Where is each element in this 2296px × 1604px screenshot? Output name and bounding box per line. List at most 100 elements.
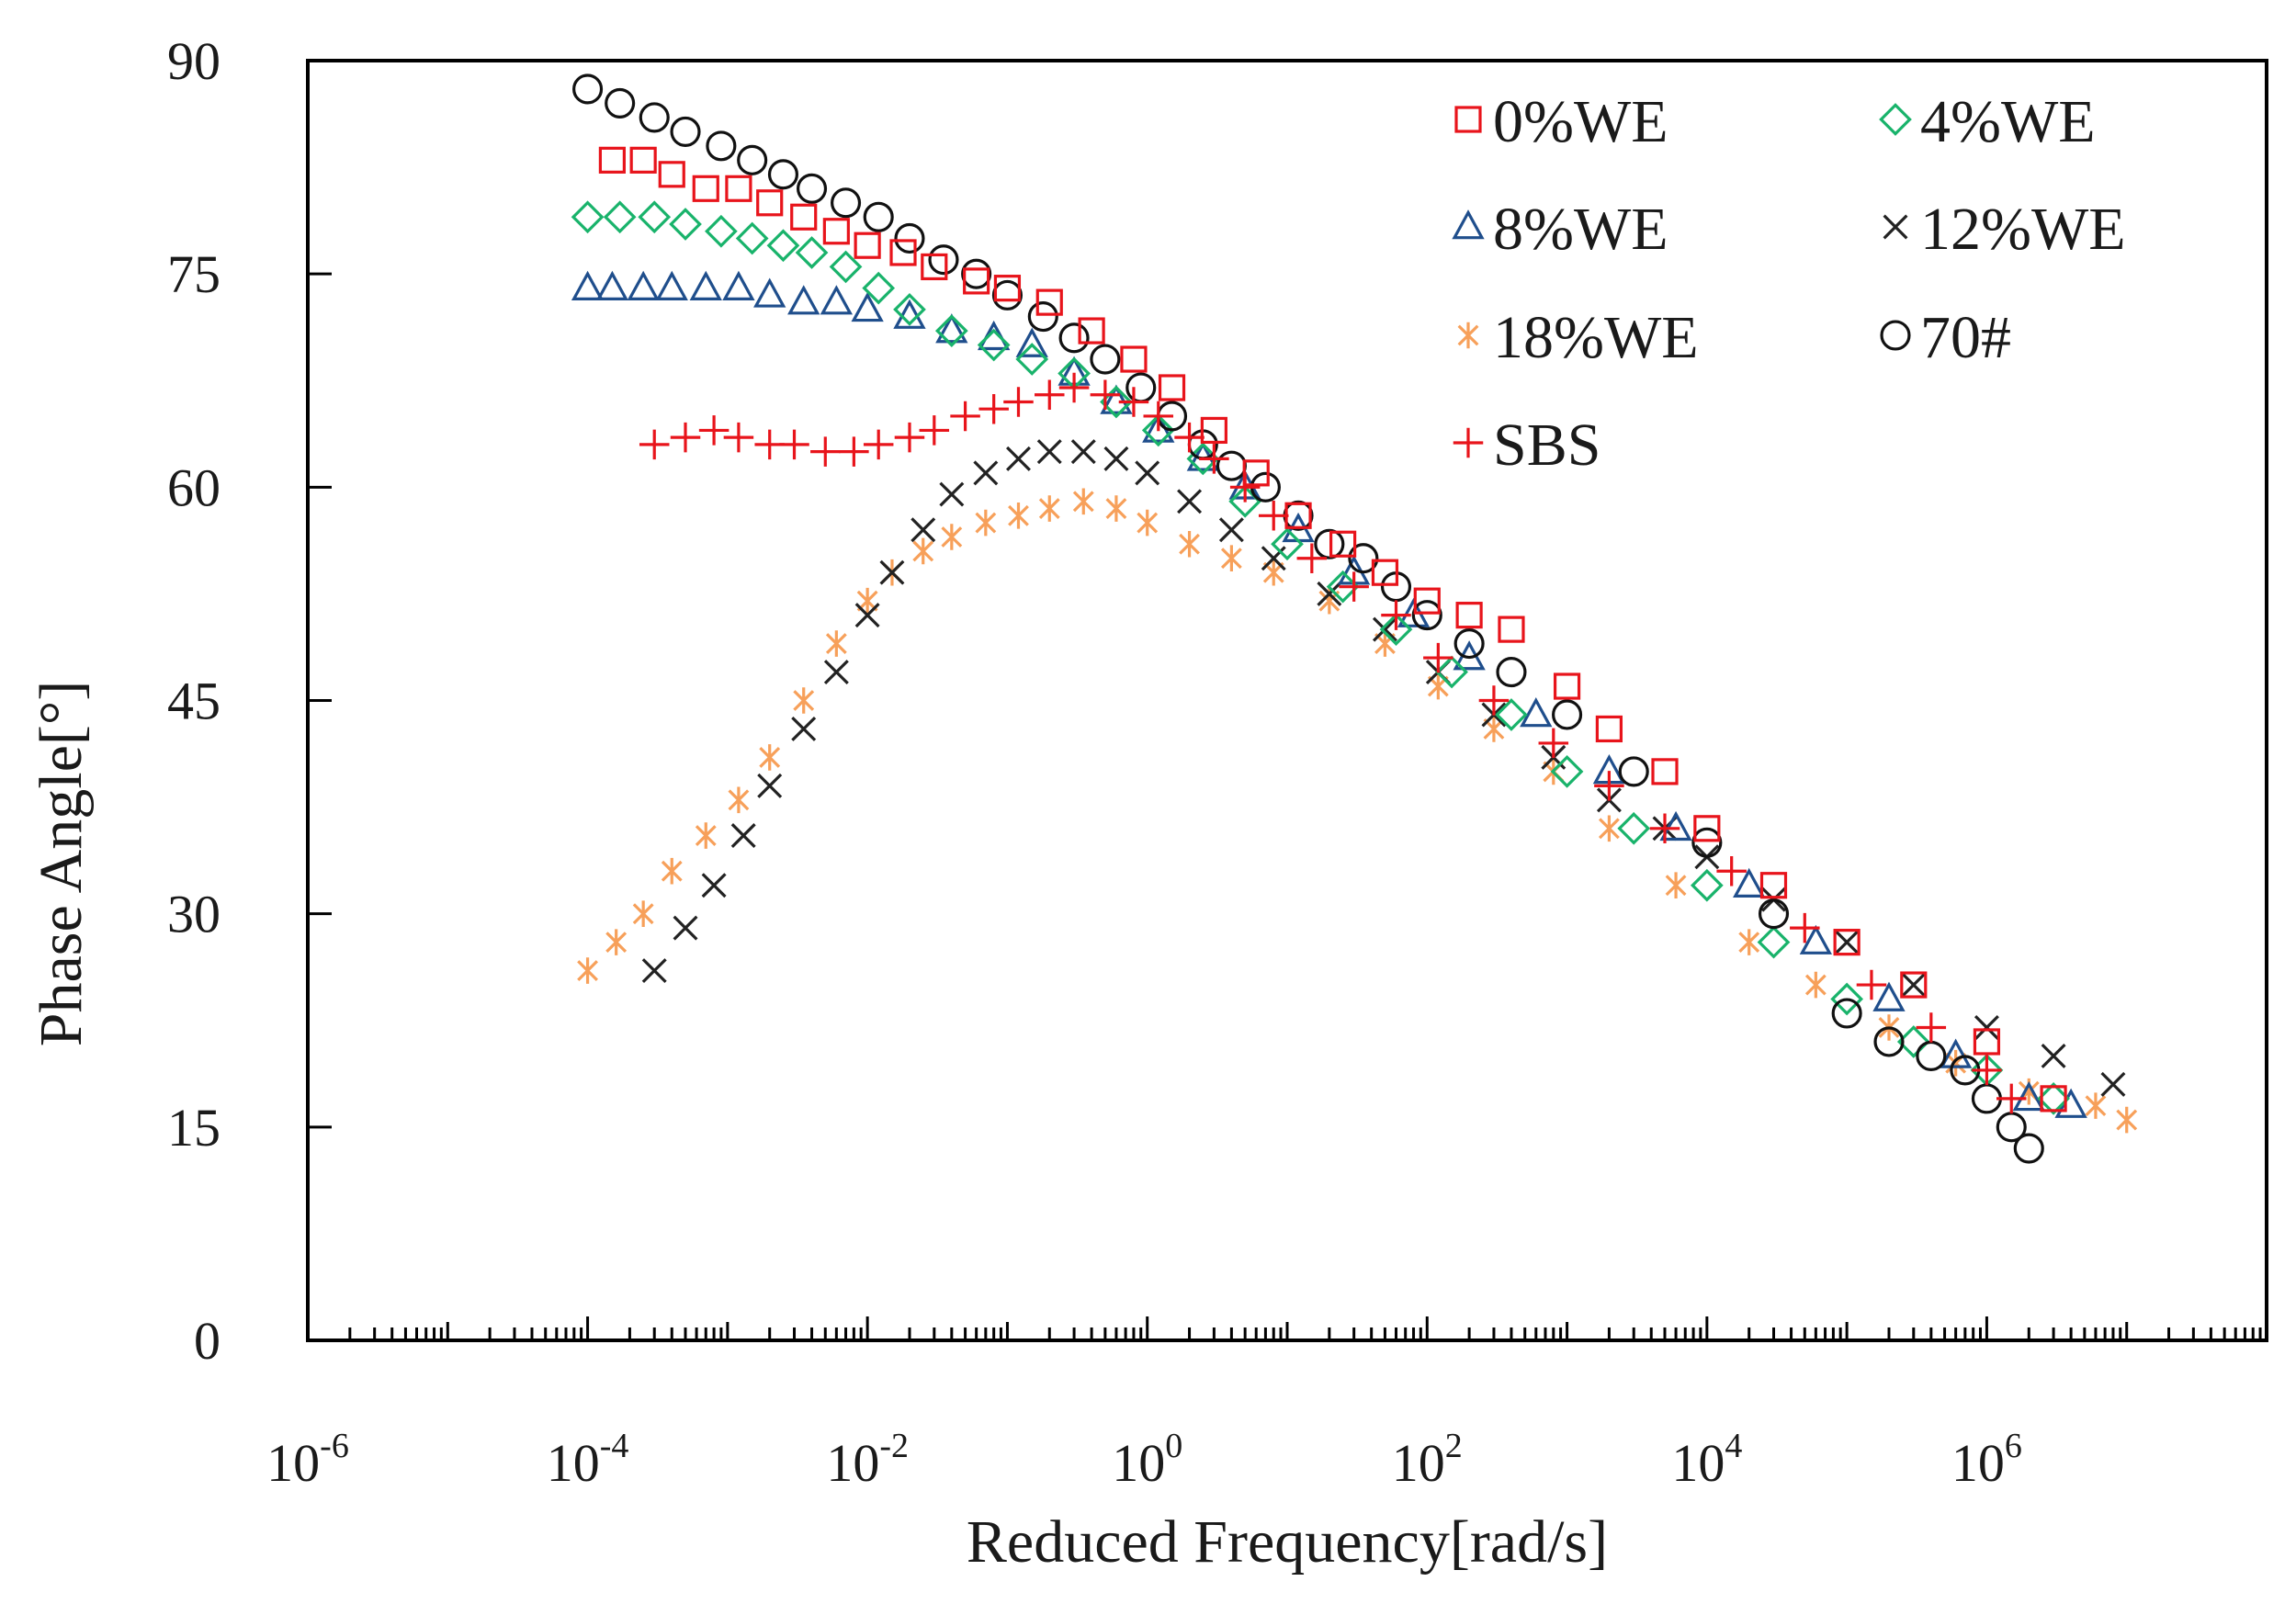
legend-marker <box>1453 427 1484 458</box>
point-0%WE <box>822 218 850 245</box>
point-4%WE <box>893 292 926 326</box>
point-18%WE <box>759 744 781 771</box>
point-0%WE <box>1759 872 1788 899</box>
point-SBS <box>1716 855 1747 887</box>
point-0%WE <box>854 232 881 259</box>
point-0%WE <box>2040 1085 2067 1113</box>
point-18%WE <box>975 509 997 537</box>
point-18%WE <box>1137 509 1159 537</box>
point-12%WE <box>641 958 667 984</box>
point-8%WE <box>851 291 884 322</box>
series-0%WE <box>598 146 2067 1113</box>
point-18%WE <box>632 900 654 927</box>
point-70# <box>737 144 768 175</box>
point-SBS <box>639 429 670 460</box>
legend-marker <box>1457 322 1479 349</box>
point-8%WE <box>627 270 660 300</box>
point-8%WE <box>753 277 786 308</box>
point-4%WE <box>977 328 1011 362</box>
y-tick-label: 15 <box>167 1098 221 1158</box>
point-18%WE <box>1179 530 1200 558</box>
point-12%WE <box>910 517 936 543</box>
point-0%WE <box>725 175 752 202</box>
point-18%WE <box>661 857 683 885</box>
point-70# <box>1691 827 1723 858</box>
point-12%WE <box>1974 1015 1999 1040</box>
legend-label: 4%WE <box>1920 88 2096 155</box>
y-tick-label: 0 <box>194 1311 221 1371</box>
point-70# <box>831 187 862 219</box>
y-tick-label: 60 <box>167 457 221 517</box>
point-12%WE <box>854 603 880 628</box>
point-8%WE <box>893 299 926 329</box>
y-tick-label: 30 <box>167 885 221 944</box>
point-SBS <box>1090 379 1121 410</box>
point-8%WE <box>1520 697 1553 728</box>
point-70# <box>796 173 828 204</box>
point-12%WE <box>879 559 905 585</box>
point-8%WE <box>1939 1038 1973 1068</box>
point-18%WE <box>1598 815 1620 842</box>
point-0%WE <box>629 146 657 174</box>
point-0%WE <box>598 146 626 174</box>
legend-label: 12%WE <box>1920 196 2126 263</box>
point-12%WE <box>791 716 817 741</box>
point-4%WE <box>1141 413 1175 447</box>
point-4%WE <box>1100 385 1133 419</box>
point-0%WE <box>921 253 948 281</box>
point-70# <box>1314 528 1345 559</box>
point-0%WE <box>1553 672 1581 700</box>
legend-item: 70# <box>1880 304 2011 371</box>
point-SBS <box>1972 1055 2002 1086</box>
point-4%WE <box>795 236 829 269</box>
x-tick-base: 10 <box>1671 1433 1725 1493</box>
point-SBS <box>1058 372 1090 403</box>
point-0%WE <box>1329 530 1357 558</box>
legend-item: SBS <box>1453 412 1600 479</box>
point-4%WE <box>571 200 605 234</box>
y-tick-label: 90 <box>167 31 221 91</box>
point-70# <box>1348 543 1379 574</box>
point-12%WE <box>1135 460 1160 486</box>
point-8%WE <box>1733 867 1766 898</box>
point-70# <box>670 116 701 147</box>
point-SBS <box>1339 571 1369 602</box>
point-12%WE <box>1218 517 1244 543</box>
point-8%WE <box>1659 810 1692 842</box>
point-SBS <box>1916 1012 1947 1043</box>
x-tick-exponent: -4 <box>600 1427 629 1465</box>
point-18%WE <box>1105 495 1127 522</box>
y-tick-label: 45 <box>167 672 221 731</box>
series-4%WE <box>571 200 2070 1115</box>
point-70# <box>1758 898 1790 930</box>
point-SBS <box>1035 379 1065 410</box>
x-tick-label: 104 <box>1671 1427 1742 1493</box>
point-18%WE <box>1038 495 1060 522</box>
x-tick-label: 106 <box>1951 1427 2022 1493</box>
point-4%WE <box>638 200 672 234</box>
legend-marker <box>1454 106 1482 133</box>
legend-item: 4%WE <box>1879 88 2096 155</box>
point-SBS <box>894 422 925 453</box>
point-0%WE <box>889 239 917 266</box>
point-12%WE <box>1372 616 1397 642</box>
point-70# <box>1058 322 1090 354</box>
point-12%WE <box>1901 972 1927 998</box>
point-4%WE <box>705 214 738 248</box>
point-8%WE <box>595 270 629 300</box>
point-8%WE <box>1872 981 1906 1011</box>
point-70# <box>1453 628 1485 660</box>
data-marks <box>571 73 2138 1164</box>
point-8%WE <box>820 285 854 315</box>
x-tick-label: 10-6 <box>266 1427 349 1493</box>
point-12%WE <box>2100 1071 2126 1097</box>
point-18%WE <box>1008 502 1029 529</box>
point-8%WE <box>722 270 755 300</box>
point-18%WE <box>1665 872 1687 899</box>
legend-label: 70# <box>1920 304 2011 371</box>
point-SBS <box>1199 444 1229 474</box>
point-SBS <box>1229 472 1261 503</box>
point-12%WE <box>1317 581 1342 606</box>
legend: 0%WE 4%WE 8%WE 12%WE 18%WE 70# SBS <box>1452 88 2126 479</box>
point-0%WE <box>692 175 719 202</box>
